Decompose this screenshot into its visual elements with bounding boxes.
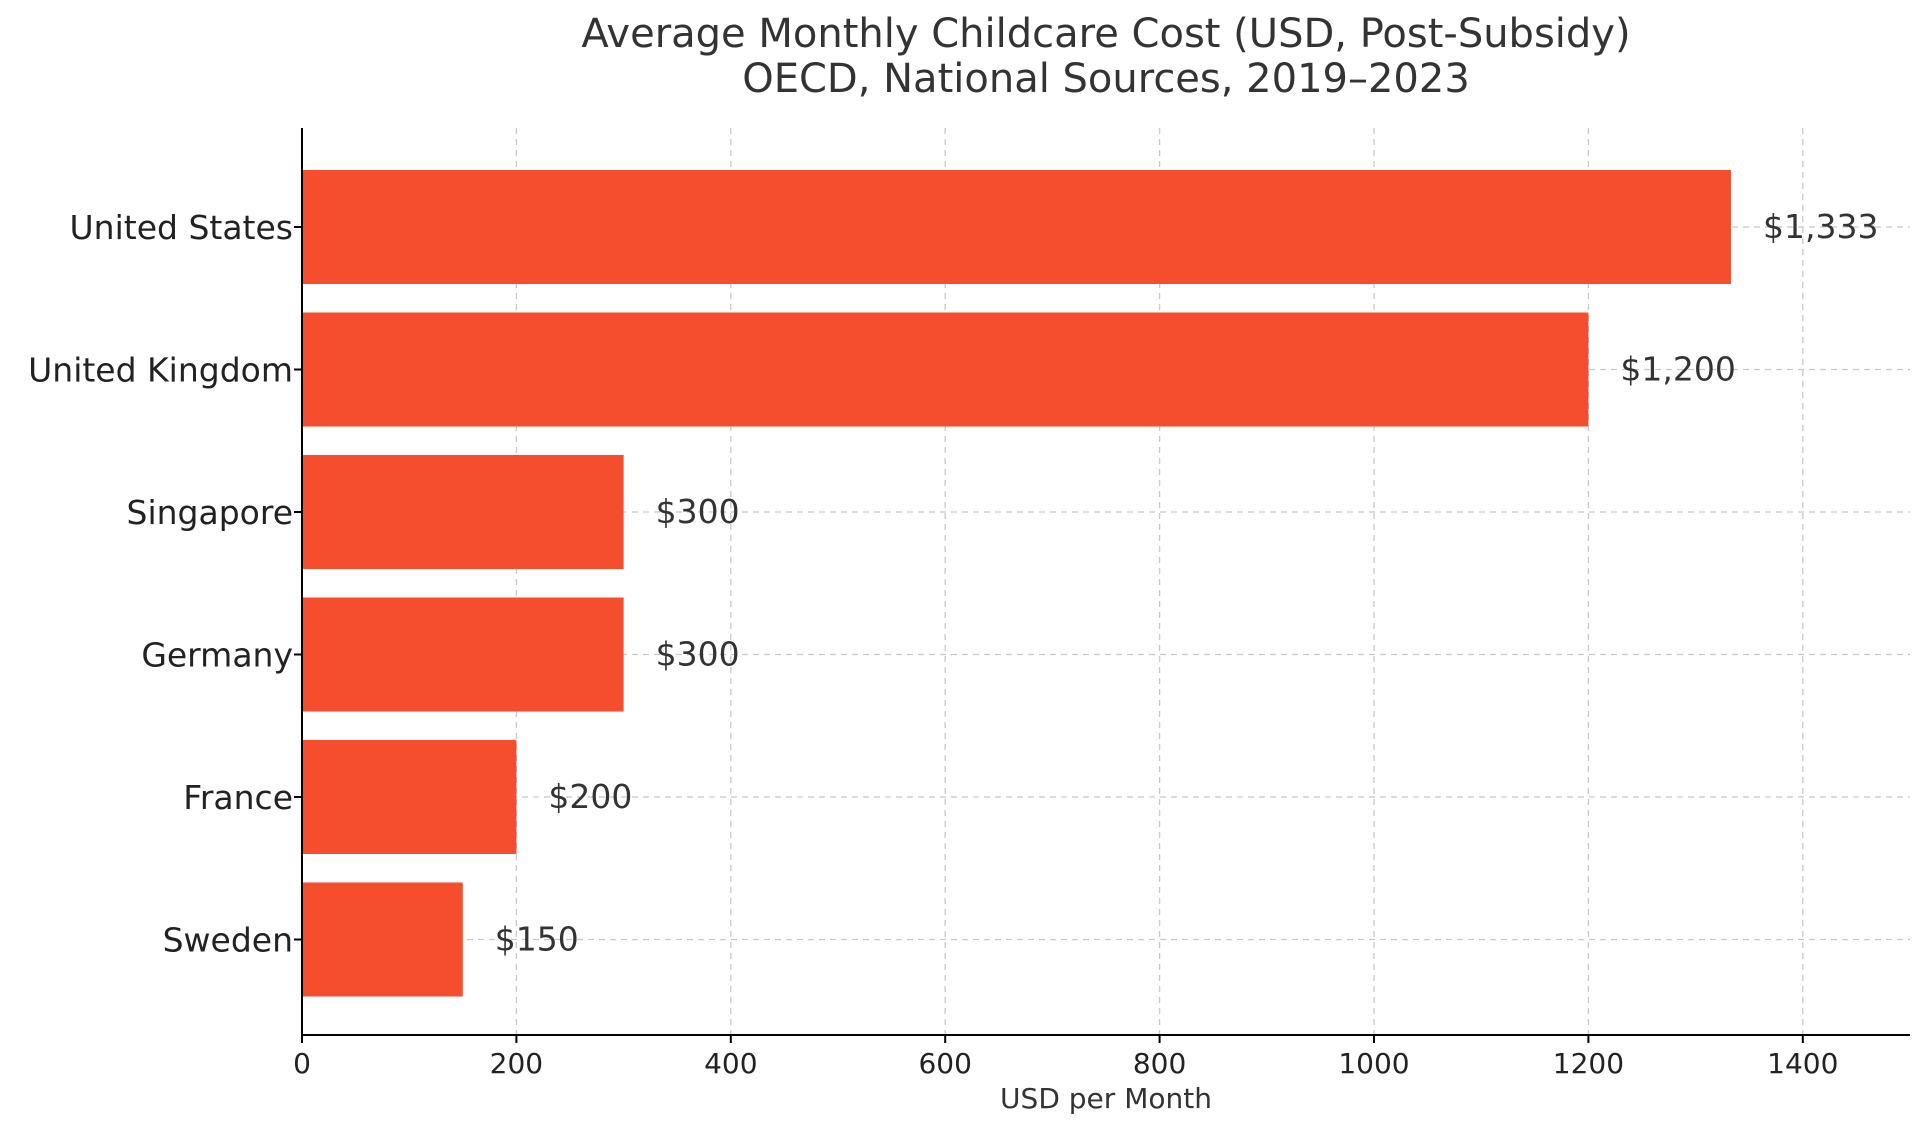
x-tick-label: 1000: [1338, 1047, 1409, 1080]
value-label: $200: [548, 777, 632, 816]
value-label: $1,333: [1763, 207, 1878, 246]
bar: [302, 597, 624, 712]
bar: [302, 455, 624, 569]
axes: [301, 128, 1910, 1036]
x-tick-label: 800: [1133, 1047, 1186, 1080]
bar: [302, 882, 463, 997]
category-label: France: [183, 778, 293, 817]
value-label: $1,200: [1620, 350, 1735, 389]
x-axis-ticks: 0 200 400 600 800 1000 1200 1400: [293, 1035, 1838, 1080]
category-label: United States: [70, 208, 293, 247]
category-label: Germany: [141, 636, 293, 675]
category-label: United Kingdom: [28, 351, 293, 390]
x-tick-label: 400: [704, 1047, 757, 1080]
chart-subtitle: OECD, National Sources, 2019–2023: [742, 56, 1470, 102]
x-tick-label: 1200: [1553, 1047, 1624, 1080]
x-tick-label: 0: [293, 1047, 311, 1080]
value-labels: $1,333 $1,200 $300 $300 $200 $150: [495, 207, 1879, 959]
bars: [302, 170, 1731, 997]
value-label: $300: [656, 635, 740, 674]
y-axis-ticks: United States United Kingdom Singapore Germ…: [28, 208, 302, 960]
x-tick-label: 200: [490, 1047, 543, 1080]
bar: [302, 170, 1731, 284]
bar: [302, 312, 1589, 427]
value-label: $300: [656, 492, 740, 531]
value-label: $150: [495, 920, 579, 959]
x-tick-label: 600: [918, 1047, 971, 1080]
category-label: Singapore: [127, 493, 293, 532]
chart-title: Average Monthly Childcare Cost (USD, Pos…: [581, 11, 1630, 57]
bar: [302, 740, 517, 854]
x-axis-label: USD per Month: [1000, 1082, 1212, 1115]
x-tick-label: 1400: [1767, 1047, 1838, 1080]
category-label: Sweden: [163, 921, 293, 960]
